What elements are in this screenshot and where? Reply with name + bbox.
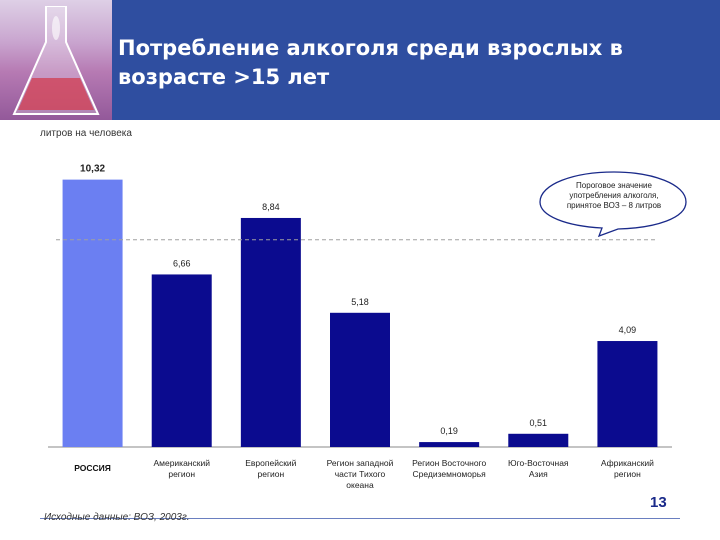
header-bar: Потребление алкоголя среди взрослых в во… xyxy=(0,0,720,120)
value-label-6: 4,09 xyxy=(619,325,637,335)
value-label-0: 10,32 xyxy=(80,164,105,175)
category-label-0: РОССИЯ xyxy=(74,463,111,473)
bar-5 xyxy=(508,433,569,447)
callout-line-2: употребления алкоголя, xyxy=(569,191,659,200)
flask-icon xyxy=(12,6,100,115)
bar-6 xyxy=(597,341,658,447)
callout-text: Пороговое значение употребления алкоголя… xyxy=(552,181,676,211)
callout-bubble xyxy=(539,171,687,238)
bars-layer xyxy=(48,179,672,448)
footer-divider xyxy=(40,518,680,519)
callout-line-1: Пороговое значение xyxy=(576,181,652,190)
flask-photo xyxy=(0,0,112,120)
labels-layer: 10,32 РОССИЯ 6,66 Американский регион 8,84 Евр… xyxy=(62,164,654,490)
category-label-1: Американский регион xyxy=(153,458,210,479)
value-label-2: 8,84 xyxy=(262,202,280,212)
value-label-3: 5,18 xyxy=(351,297,369,307)
page-number: 13 xyxy=(650,494,667,511)
bar-4 xyxy=(419,442,480,447)
title-line-1: Потребление алкоголя среди взрослых в xyxy=(118,36,623,60)
bar-0 xyxy=(62,179,123,448)
bar-3 xyxy=(330,312,390,447)
value-label-5: 0,51 xyxy=(530,418,548,428)
category-label-5: Юго-Восточная Азия xyxy=(508,458,569,479)
category-label-3: Регион западной части Тихого океана xyxy=(327,458,394,490)
threshold-callout xyxy=(539,171,687,238)
russia-label-bg xyxy=(62,460,123,476)
page-title: Потребление алкоголя среди взрослых в во… xyxy=(118,34,678,92)
bar-2 xyxy=(240,217,301,447)
y-axis-unit-label: литров на человека xyxy=(40,128,132,139)
value-label-1: 6,66 xyxy=(173,258,191,268)
category-label-2: Европейский регион xyxy=(245,458,296,479)
category-label-6: Африканский регион xyxy=(601,458,654,479)
value-label-4: 0,19 xyxy=(440,426,458,436)
callout-line-3: принятое ВОЗ – 8 литров xyxy=(566,201,662,210)
source-note: Исходные данные: ВОЗ, 2003г. xyxy=(44,512,190,523)
bar-1 xyxy=(151,274,212,447)
category-label-4: Регион Восточного Средиземноморья xyxy=(412,458,486,479)
title-line-2: возрасте >15 лет xyxy=(118,65,330,89)
